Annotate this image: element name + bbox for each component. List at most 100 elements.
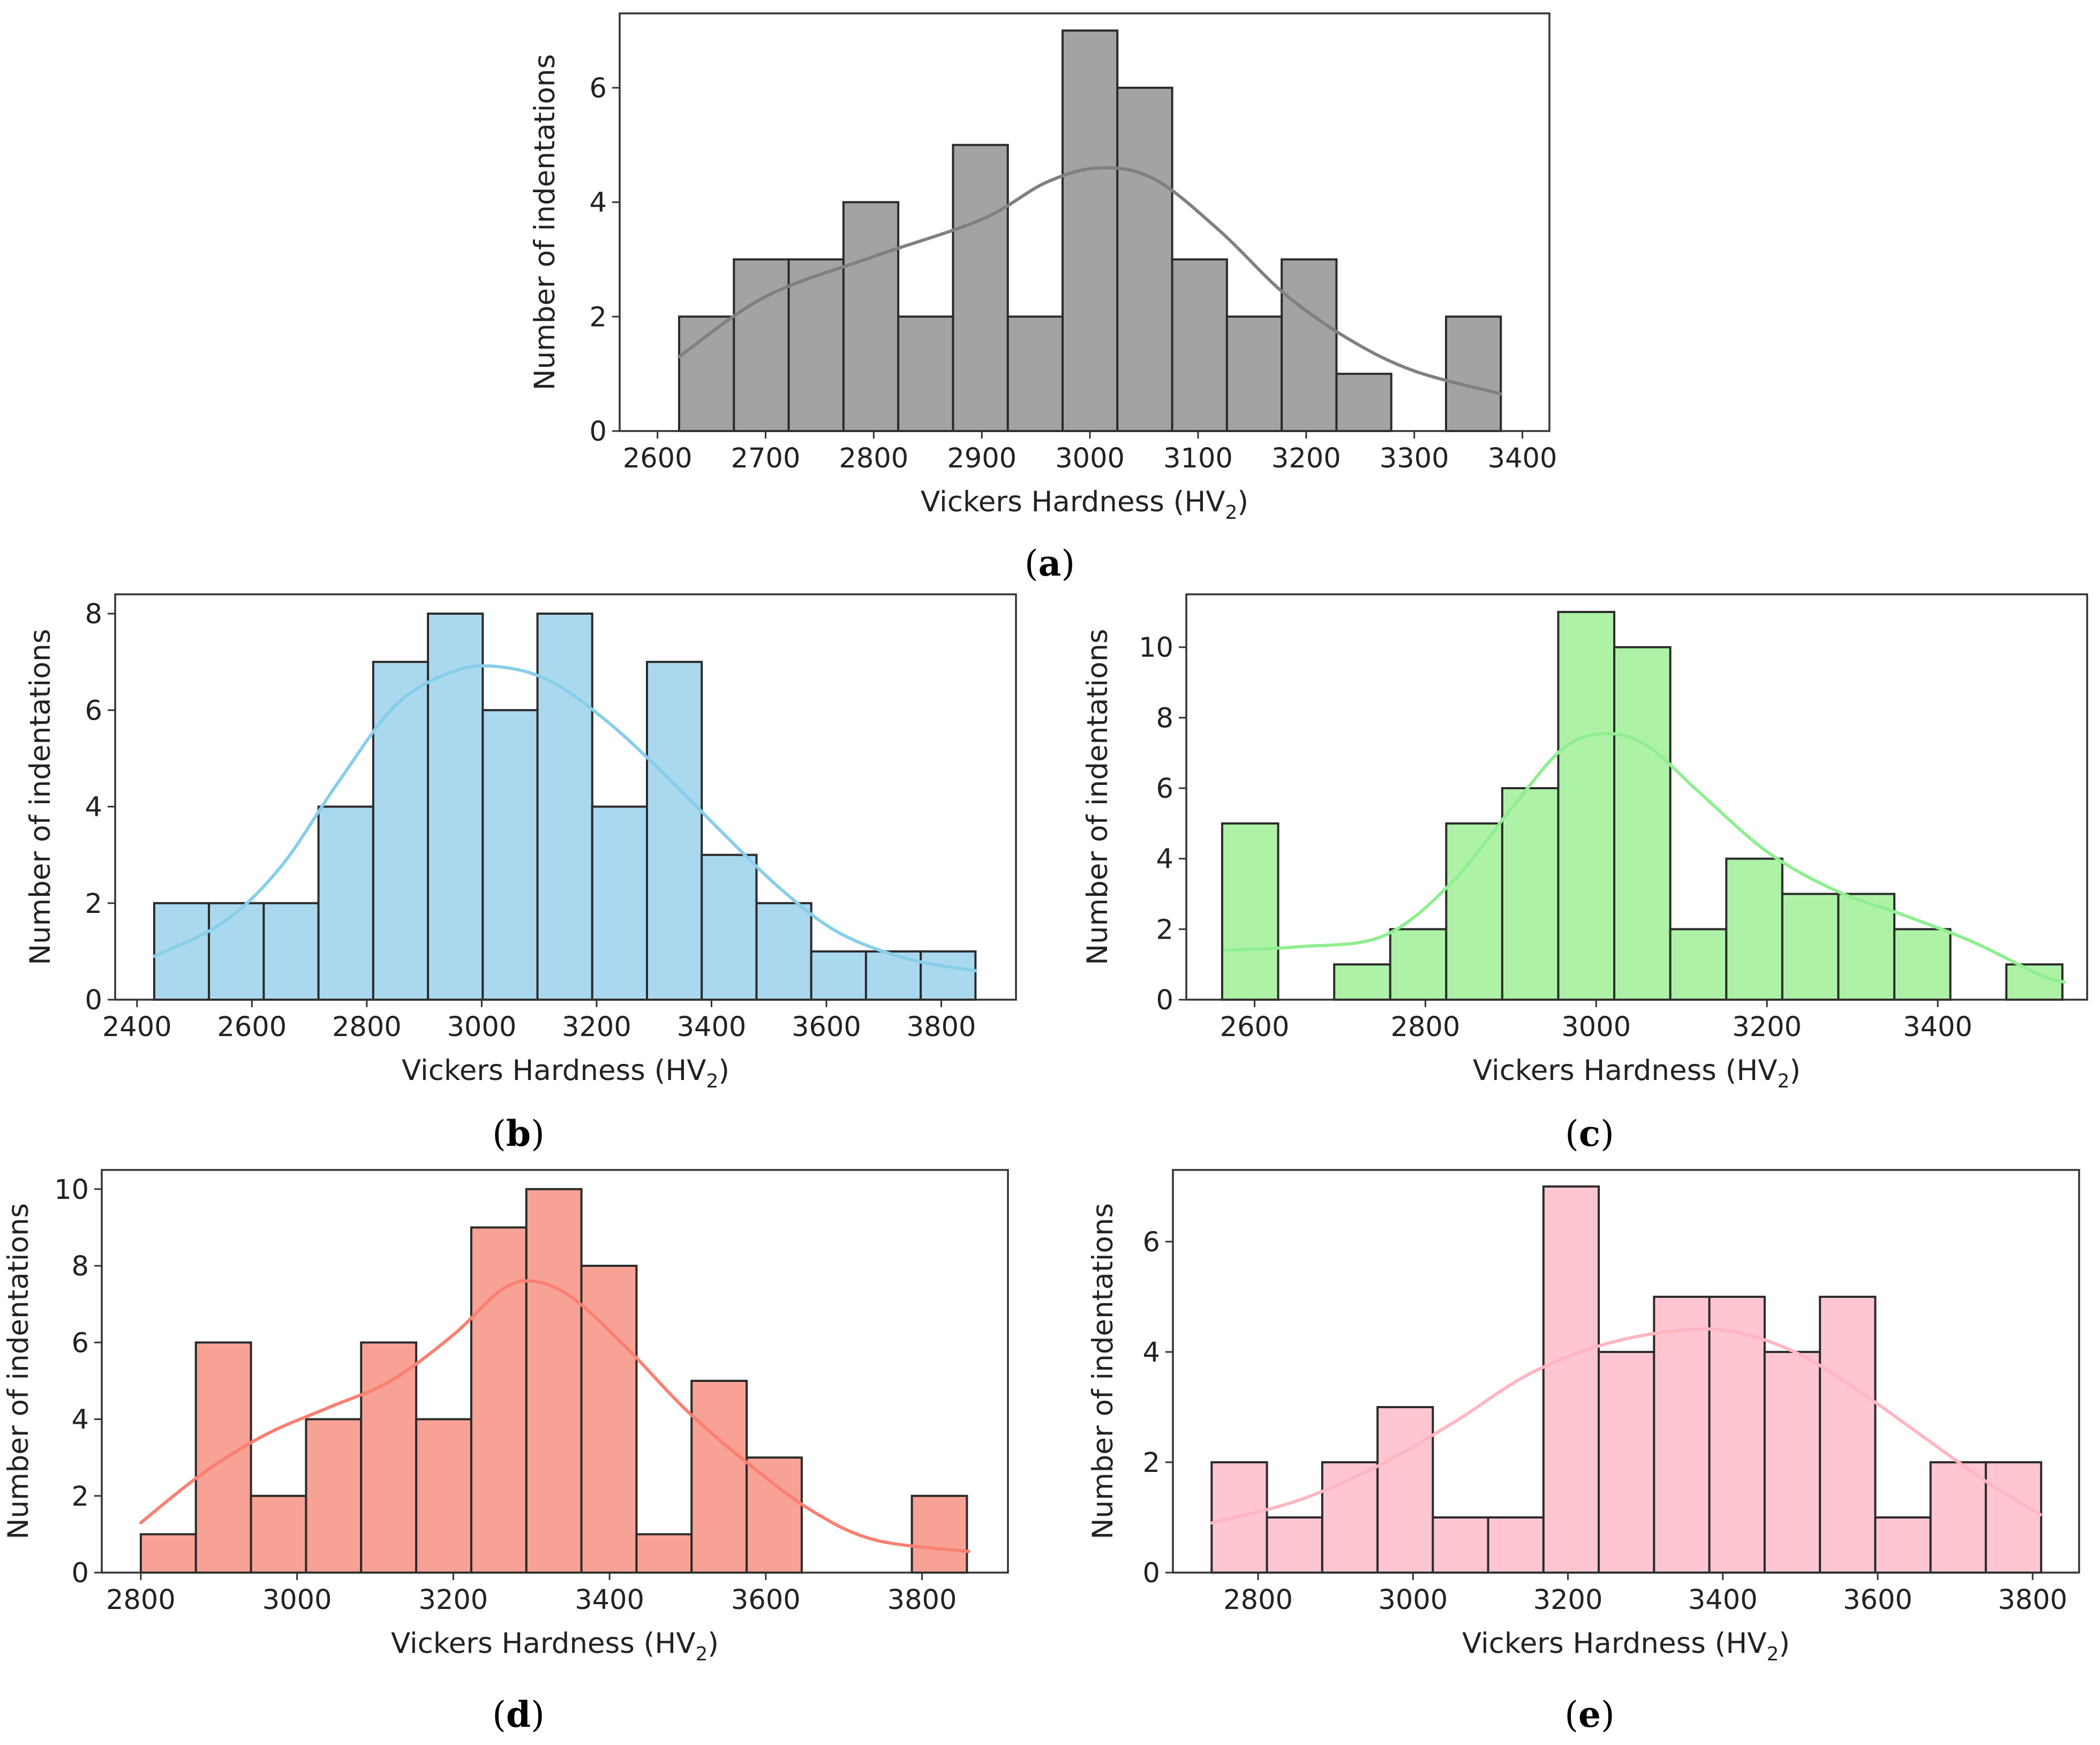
histogram-bar xyxy=(1116,86,1173,432)
x-axis-label-main: Vickers Hardness (HV xyxy=(402,1054,706,1087)
histogram-bar xyxy=(733,258,790,432)
x-tick-label: 2800 xyxy=(1391,1011,1461,1043)
x-tick-label: 3300 xyxy=(1380,443,1449,474)
x-tick-label: 2600 xyxy=(623,443,693,474)
histogram-bar xyxy=(1376,1406,1434,1574)
panel-caption: (b) xyxy=(492,1113,545,1154)
kde-curve xyxy=(678,166,1503,396)
histogram-bar xyxy=(1389,928,1448,1001)
panel-caption-close: ) xyxy=(1601,1694,1615,1735)
y-tick-label: 0 xyxy=(72,1558,89,1589)
panel-caption-close: ) xyxy=(1600,1113,1614,1154)
x-axis-label-close: ) xyxy=(707,1627,719,1660)
y-tick-label: 4 xyxy=(85,792,102,824)
histogram-bar xyxy=(842,201,900,432)
x-tick-label: 3000 xyxy=(1055,443,1125,474)
x-tick-label: 3400 xyxy=(1488,443,1557,474)
x-tick-label: 3000 xyxy=(1378,1584,1448,1616)
y-tick-label: 0 xyxy=(590,416,607,448)
histogram-bar xyxy=(1333,963,1391,1001)
y-tick-label: 8 xyxy=(1156,702,1173,734)
histogram-bar xyxy=(1763,1350,1821,1574)
y-tick-label: 0 xyxy=(85,985,102,1016)
x-axis-label-subscript: 2 xyxy=(1777,1070,1789,1092)
x-tick-label: 3800 xyxy=(887,1584,957,1616)
histogram-bar xyxy=(690,1379,748,1574)
x-tick-label: 2800 xyxy=(332,1011,402,1043)
panel-d: 2800 3000 3200 3400 3600 3800 0 2 4 6 8 10 Vickers H… xyxy=(2,1169,1009,1735)
histogram-bar xyxy=(910,1494,968,1574)
y-axis-label: Number of indentations xyxy=(2,1203,35,1539)
x-axis-label: Vickers Hardness (HV2) xyxy=(1462,1627,1790,1665)
x-axis-label: Vickers Hardness (HV2) xyxy=(402,1054,729,1092)
histogram-bar xyxy=(525,1188,583,1574)
histogram-bar xyxy=(208,902,265,1001)
x-tick-label: 3000 xyxy=(262,1584,332,1616)
histogram-bar xyxy=(1613,646,1672,1001)
histogram-bar xyxy=(536,613,593,1001)
histogram-bar xyxy=(635,1533,693,1574)
x-axis-label-close: ) xyxy=(1779,1627,1790,1660)
histogram-bar xyxy=(415,1418,472,1574)
panel-caption: (a) xyxy=(1025,542,1075,584)
panel-caption-open: ( xyxy=(1565,1113,1579,1154)
plot-frame xyxy=(101,1169,1009,1574)
histogram-bar xyxy=(1432,1516,1489,1574)
histogram-bar xyxy=(1874,1516,1932,1574)
histogram-bar xyxy=(139,1533,197,1574)
panel-caption-open: ( xyxy=(1025,543,1038,584)
histogram-bar xyxy=(305,1418,363,1574)
histogram-bar xyxy=(1062,29,1119,432)
panel-caption-open: ( xyxy=(492,1113,506,1154)
panel-caption-letter: b xyxy=(506,1113,531,1154)
y-axis-label: Number of indentations xyxy=(1081,629,1114,965)
x-tick-label: 2700 xyxy=(731,443,801,474)
x-tick-label: 2900 xyxy=(947,443,1017,474)
x-axis-label-subscript: 2 xyxy=(1766,1643,1779,1665)
y-tick-label: 0 xyxy=(1143,1558,1160,1589)
panel-caption-letter: a xyxy=(1038,542,1062,584)
y-tick-label: 6 xyxy=(1156,773,1173,805)
y-tick-label: 0 xyxy=(1156,985,1173,1016)
x-axis-label-close: ) xyxy=(1789,1054,1801,1087)
histogram-bar xyxy=(1542,1185,1600,1574)
histogram-bar xyxy=(1669,928,1728,1001)
x-tick-label: 3400 xyxy=(1903,1011,1973,1043)
x-tick-label: 2800 xyxy=(106,1584,176,1616)
x-axis-label-main: Vickers Hardness (HV xyxy=(921,486,1225,518)
x-tick-label: 3400 xyxy=(677,1011,747,1043)
x-axis-label: Vickers Hardness (HV2) xyxy=(1473,1054,1801,1092)
histogram-bar xyxy=(1653,1295,1711,1574)
x-tick-label: 3000 xyxy=(447,1011,516,1043)
panel-caption-close: ) xyxy=(531,1694,545,1735)
histogram-bar xyxy=(646,661,703,1001)
x-tick-label: 3400 xyxy=(575,1584,644,1616)
y-tick-label: 8 xyxy=(72,1251,89,1282)
histogram-bar xyxy=(262,902,320,1001)
histogram-bar xyxy=(372,661,430,1001)
histogram-bar xyxy=(1487,1516,1545,1574)
plot-frame xyxy=(1185,593,2088,1001)
x-axis-label-main: Vickers Hardness (HV xyxy=(391,1627,696,1660)
x-axis-label: Vickers Hardness (HV2) xyxy=(391,1627,719,1665)
histogram-bar xyxy=(1837,893,1896,1001)
x-tick-label: 3100 xyxy=(1163,443,1233,474)
histogram-bar xyxy=(1171,258,1228,432)
x-tick-label: 3200 xyxy=(418,1584,488,1616)
x-tick-label: 3600 xyxy=(1843,1584,1913,1616)
x-tick-label: 3200 xyxy=(1533,1584,1603,1616)
y-tick-label: 4 xyxy=(1143,1337,1160,1369)
x-axis-label-close: ) xyxy=(718,1054,729,1087)
histogram-bar xyxy=(952,143,1009,432)
y-tick-label: 4 xyxy=(590,187,607,219)
panel-a: 2600 2700 2800 2900 3000 3100 3200 3300 3400 0 2 4 6… xyxy=(529,12,1557,584)
histogram-bar xyxy=(360,1341,418,1574)
histogram-bar xyxy=(591,805,649,1001)
kde-curve xyxy=(152,664,977,972)
y-tick-label: 6 xyxy=(72,1327,89,1359)
histogram-bar xyxy=(481,709,539,1001)
histogram-bar xyxy=(1781,893,1840,1001)
histogram-bar xyxy=(1501,787,1560,1001)
kde-curve xyxy=(1223,731,2066,984)
